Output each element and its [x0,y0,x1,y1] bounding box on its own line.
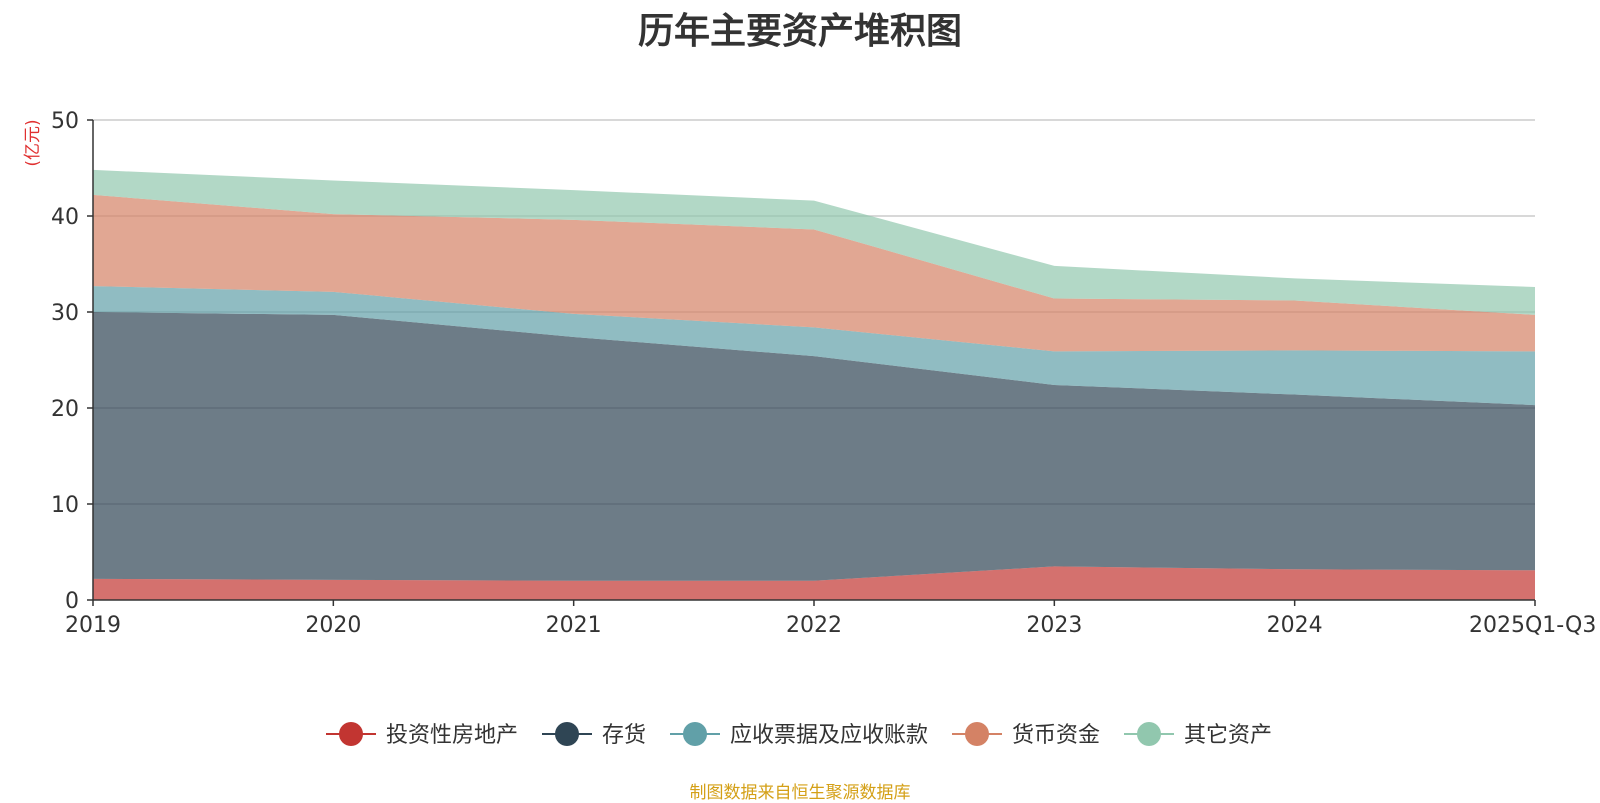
area-series-5[interactable] [93,169,1535,315]
legend-label: 货币资金 [1012,723,1100,748]
y-tick-label: 10 [51,493,79,518]
axes: 0 10 20 30 40 50 2019 2020 2021 2022 2023 2024 2025Q… [51,109,1596,638]
y-tick-label: 50 [51,109,79,134]
area-series-1[interactable] [93,566,1535,600]
legend-item-4[interactable]: 货币资金 [952,722,1100,748]
x-tick-label: 2023 [1026,613,1082,638]
legend-marker-icon [555,722,579,746]
area-series-4[interactable] [93,194,1535,352]
y-tick-label: 20 [51,397,79,422]
legend-label: 应收票据及应收账款 [730,723,928,748]
x-tick-label: 2020 [305,613,361,638]
x-tick-label: 2025Q1-Q3 [1469,613,1596,638]
legend-label: 投资性房地产 [386,723,518,748]
y-axis-unit-label: (亿元) [23,119,43,166]
x-tick-label: 2019 [65,613,121,638]
y-tick-label: 30 [51,301,79,326]
area-series [93,169,1535,600]
legend[interactable]: 投资性房地产 存货 应收票据及应收账款 货币资金 其它资产 [326,722,1272,748]
x-tick-label: 2022 [786,613,842,638]
legend-label: 存货 [602,723,646,748]
x-tick-label: 2024 [1267,613,1323,638]
legend-marker-icon [965,722,989,746]
legend-item-1[interactable]: 投资性房地产 [326,722,518,748]
x-tick-label: 2021 [546,613,602,638]
area-series-3[interactable] [93,286,1535,406]
chart-title: 历年主要资产堆积图 [637,11,962,52]
legend-marker-icon [339,722,363,746]
legend-label: 其它资产 [1184,723,1272,748]
source-note: 制图数据来自恒生聚源数据库 [689,783,911,803]
legend-item-2[interactable]: 存货 [542,722,646,748]
area-series-2[interactable] [93,312,1535,581]
legend-marker-icon [1137,722,1161,746]
y-tick-label: 0 [65,589,79,614]
y-tick-label: 40 [51,205,79,230]
legend-item-3[interactable]: 应收票据及应收账款 [670,722,928,748]
legend-item-5[interactable]: 其它资产 [1124,722,1272,748]
legend-marker-icon [683,722,707,746]
